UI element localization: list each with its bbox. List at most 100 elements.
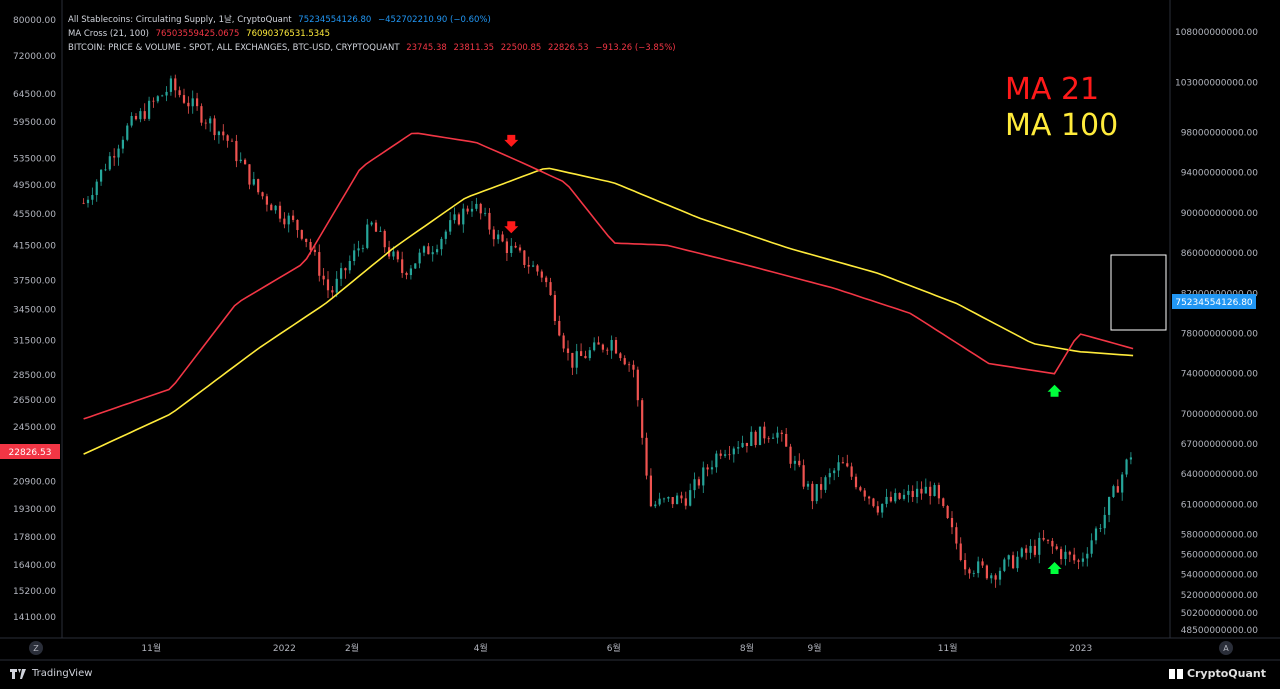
- candle-body: [684, 498, 687, 506]
- legend-bitcoin-close: 22826.53: [548, 43, 589, 53]
- candle-body: [117, 148, 120, 158]
- candle-body: [261, 192, 264, 197]
- candle-body: [335, 278, 338, 293]
- candle-body: [235, 140, 238, 162]
- candle-body: [715, 453, 718, 468]
- candle-body: [370, 222, 373, 225]
- candle-body: [985, 565, 989, 579]
- candle-body: [479, 203, 482, 214]
- candle-body: [1025, 548, 1028, 553]
- candle-body: [283, 218, 286, 225]
- candle-body: [837, 462, 840, 471]
- candle-body: [518, 247, 522, 251]
- candle-body: [113, 156, 116, 158]
- x-tick-label: 2022: [273, 644, 296, 654]
- candle-body: [863, 490, 866, 497]
- candle-body: [780, 432, 783, 434]
- candle-body: [911, 490, 914, 497]
- candle-body: [732, 448, 735, 455]
- candle-body: [658, 498, 661, 505]
- left-price-axis[interactable]: [0, 0, 62, 638]
- candle-body: [649, 475, 653, 507]
- legend-bitcoin-name[interactable]: BITCOIN: PRICE & VOLUME - SPOT, ALL EXCH…: [68, 43, 400, 53]
- candle-body: [627, 364, 631, 366]
- tradingview-brand[interactable]: TradingView: [10, 668, 92, 679]
- candle-body: [981, 561, 984, 566]
- candle-body: [1125, 459, 1128, 475]
- candle-body: [802, 465, 805, 487]
- candle-body: [588, 350, 591, 359]
- candle-body: [431, 252, 434, 255]
- candle-body: [318, 252, 321, 276]
- candle-body: [745, 442, 749, 446]
- candle-body: [366, 224, 369, 248]
- candle-body: [156, 96, 159, 102]
- candle-body: [121, 139, 125, 149]
- candle-body: [143, 111, 146, 119]
- candle-body: [763, 426, 766, 439]
- candle-body: [475, 203, 478, 209]
- candle-body: [466, 208, 469, 212]
- legend-stablecoins-name[interactable]: All Stablecoins: Circulating Supply, 1날,…: [68, 15, 292, 25]
- right-supply-axis[interactable]: [1170, 0, 1280, 638]
- left-tick-label: 15200.00: [13, 587, 56, 597]
- right-tick-label: 78000000000.00: [1181, 330, 1259, 340]
- candle-body: [99, 169, 103, 182]
- legend-bitcoin-open: 23745.38: [406, 43, 447, 53]
- legend-line-macross: MA Cross (21, 100) 76503559425.0675 7609…: [68, 27, 676, 41]
- candle-body: [754, 431, 757, 445]
- candle-body: [767, 438, 770, 440]
- candle-body: [968, 569, 971, 574]
- candle-body: [326, 279, 330, 291]
- left-tick-label: 64500.00: [13, 90, 56, 100]
- buy-arrow-icon: [1047, 562, 1062, 575]
- candle-body: [558, 321, 561, 336]
- right-tick-label: 74000000000.00: [1181, 370, 1259, 380]
- candle-body: [955, 527, 958, 544]
- candle-body: [741, 442, 744, 448]
- candle-body: [806, 483, 810, 487]
- right-tick-label: 64000000000.00: [1181, 470, 1259, 480]
- candle-body: [86, 199, 90, 204]
- candle-body: [1055, 546, 1058, 550]
- candle-body: [309, 241, 312, 250]
- candle-body: [1064, 551, 1067, 560]
- candle-body: [230, 140, 234, 142]
- right-tick-label: 70000000000.00: [1181, 410, 1259, 420]
- z-button[interactable]: [29, 641, 43, 655]
- cryptoquant-brand: CryptoQuant: [1168, 667, 1266, 680]
- candle-body: [1059, 549, 1063, 560]
- candle-body: [614, 339, 618, 354]
- left-tick-label: 34500.00: [13, 305, 56, 315]
- ma100-annotation: MA 100: [1005, 108, 1119, 143]
- candle-body: [174, 78, 177, 91]
- candle-body: [1011, 555, 1015, 569]
- candle-body: [689, 490, 692, 506]
- candle-body: [257, 179, 260, 193]
- candle-body: [994, 575, 997, 580]
- candle-body: [706, 467, 709, 470]
- candle-body: [1107, 496, 1111, 515]
- a-button[interactable]: [1219, 641, 1233, 655]
- candle-body: [915, 488, 919, 497]
- candle-body: [239, 159, 242, 162]
- ma100-line: [83, 167, 1134, 455]
- candle-body: [771, 437, 775, 439]
- candle-body: [636, 369, 639, 401]
- legend-macross-name[interactable]: MA Cross (21, 100): [68, 29, 149, 39]
- candle-body: [776, 432, 779, 438]
- left-tick-label: 24500.00: [13, 423, 56, 433]
- candle-body: [601, 344, 605, 350]
- candle-body: [1094, 528, 1098, 541]
- candle-body: [1051, 540, 1054, 547]
- candle-body: [383, 230, 386, 248]
- candle-body: [300, 230, 303, 239]
- candle-body: [841, 462, 845, 464]
- candle-body: [353, 250, 356, 261]
- candle-body: [1068, 551, 1071, 555]
- candle-body: [789, 446, 792, 464]
- candle-body: [719, 453, 722, 456]
- candle-body: [531, 265, 535, 267]
- candle-body: [126, 125, 129, 140]
